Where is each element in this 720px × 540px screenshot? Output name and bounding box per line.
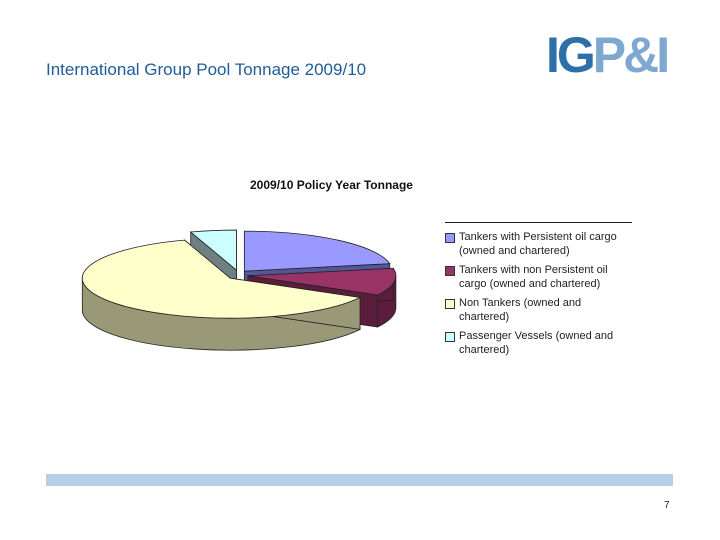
legend-item-3: Passenger Vessels (owned and chartered) [445,329,632,357]
logo-text-ig: IG [546,27,596,83]
legend-item-1: Tankers with non Persistent oil cargo (o… [445,263,632,291]
legend-label-1: Tankers with non Persistent oil cargo (o… [459,264,608,290]
chart-legend: Tankers with Persistent oil cargo (owned… [445,222,632,362]
legend-swatch-1 [445,266,455,276]
logo-text-pi: P&I [592,27,670,83]
pie-slice-3 [189,229,237,271]
pie-slice-2 [81,239,362,319]
legend-label-0: Tankers with Persistent oil cargo (owned… [459,231,617,257]
igpi-logo: IGP&I [546,30,672,80]
chart-title: 2009/10 Policy Year Tonnage [250,178,413,192]
legend-item-2: Non Tankers (owned and chartered) [445,296,632,324]
page-number: 7 [664,500,670,511]
legend-swatch-2 [445,299,455,309]
legend-swatch-3 [445,332,455,342]
legend-label-3: Passenger Vessels (owned and chartered) [459,330,614,356]
footer-bar [46,474,673,486]
legend-item-0: Tankers with Persistent oil cargo (owned… [445,230,632,258]
slide-title: International Group Pool Tonnage 2009/10 [46,60,367,79]
legend-label-2: Non Tankers (owned and chartered) [459,297,582,323]
legend-swatch-0 [445,233,455,243]
pie-slice-0 [243,230,391,272]
pie-slice-1 [247,267,397,296]
